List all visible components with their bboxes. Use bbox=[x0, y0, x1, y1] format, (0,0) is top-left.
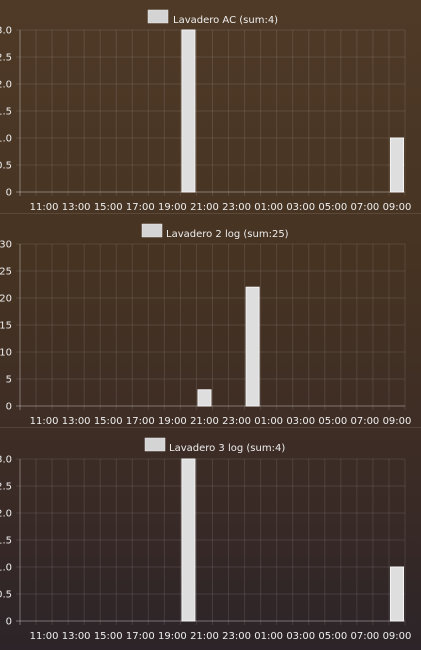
x-tick-label: 07:00 bbox=[350, 416, 379, 427]
x-tick-label: 13:00 bbox=[62, 416, 91, 427]
bar bbox=[197, 389, 212, 407]
legend-swatch bbox=[144, 437, 166, 452]
y-tick-label: 2.5 bbox=[0, 53, 12, 64]
y-tick-label: 10 bbox=[0, 348, 12, 359]
y-tick-label: 15 bbox=[0, 321, 12, 332]
x-tick-label: 19:00 bbox=[158, 202, 187, 213]
x-tick-label: 03:00 bbox=[286, 202, 315, 213]
x-tick-label: 01:00 bbox=[254, 202, 283, 213]
x-tick-label: 07:00 bbox=[350, 202, 379, 213]
y-tick-label: 2.5 bbox=[0, 482, 12, 493]
bar bbox=[181, 29, 196, 193]
y-tick-label: 3.0 bbox=[0, 455, 12, 466]
x-tick-label: 05:00 bbox=[318, 416, 347, 427]
x-tick-label: 09:00 bbox=[383, 631, 412, 642]
chart-title: Lavadero 2 log (sum:25) bbox=[166, 229, 289, 240]
legend-swatch bbox=[141, 223, 163, 238]
x-tick-label: 15:00 bbox=[94, 202, 123, 213]
bar bbox=[389, 566, 405, 622]
x-tick-label: 15:00 bbox=[94, 416, 123, 427]
x-tick-label: 21:00 bbox=[190, 416, 219, 427]
x-tick-label: 13:00 bbox=[62, 202, 91, 213]
y-tick-label: 2.0 bbox=[0, 80, 12, 91]
panel-divider bbox=[0, 427, 421, 428]
x-tick-label: 19:00 bbox=[158, 631, 187, 642]
y-tick-label: 5 bbox=[6, 375, 12, 386]
x-tick-label: 17:00 bbox=[126, 416, 155, 427]
legend-swatch bbox=[147, 9, 169, 24]
x-tick-label: 21:00 bbox=[190, 202, 219, 213]
y-tick-label: 3.0 bbox=[0, 26, 12, 37]
bar bbox=[181, 458, 196, 622]
x-tick-label: 01:00 bbox=[254, 631, 283, 642]
y-tick-label: 20 bbox=[0, 294, 12, 305]
chart-panel-lavadero-2-log: Lavadero 2 log (sum:25) 0 5 10 15 20 25 30 11:00… bbox=[0, 215, 421, 427]
y-tick-label: 0.5 bbox=[0, 590, 12, 601]
x-tick-label: 11:00 bbox=[30, 202, 59, 213]
x-tick-label: 01:00 bbox=[254, 416, 283, 427]
bar bbox=[389, 137, 405, 193]
x-tick-label: 07:00 bbox=[350, 631, 379, 642]
y-tick-label: 25 bbox=[0, 267, 12, 278]
chart-panel-lavadero-ac: Lavadero AC (sum:4) 0 0.5 1.0 1.5 2.0 2.5 3.0 11… bbox=[0, 0, 421, 214]
x-tick-label: 11:00 bbox=[30, 631, 59, 642]
bar bbox=[245, 286, 260, 407]
x-tick-label: 09:00 bbox=[383, 202, 412, 213]
x-tick-label: 13:00 bbox=[62, 631, 91, 642]
y-tick-label: 2.0 bbox=[0, 509, 12, 520]
x-tick-label: 23:00 bbox=[222, 202, 251, 213]
chart-panel-lavadero-3-log: Lavadero 3 log (sum:4) 0 0.5 1.0 1.5 2.0 2.5 3.… bbox=[0, 430, 421, 648]
x-tick-label: 17:00 bbox=[126, 631, 155, 642]
x-tick-label: 05:00 bbox=[318, 202, 347, 213]
panel-divider bbox=[0, 213, 421, 214]
y-tick-label: 0.5 bbox=[0, 161, 12, 172]
x-tick-label: 21:00 bbox=[190, 631, 219, 642]
x-tick-label: 09:00 bbox=[383, 416, 412, 427]
y-tick-label: 1.0 bbox=[0, 134, 12, 145]
y-tick-label: 0 bbox=[6, 402, 12, 413]
x-tick-label: 03:00 bbox=[286, 631, 315, 642]
x-tick-label: 23:00 bbox=[222, 416, 251, 427]
x-tick-label: 23:00 bbox=[222, 631, 251, 642]
x-tick-label: 11:00 bbox=[30, 416, 59, 427]
y-tick-label: 1.5 bbox=[0, 107, 12, 118]
bar-chart: Lavadero AC (sum:4) 0 0.5 1.0 1.5 2.0 2.5 3.0 11… bbox=[0, 9, 412, 213]
y-tick-label: 0 bbox=[6, 617, 12, 628]
x-tick-label: 03:00 bbox=[286, 416, 315, 427]
bar-chart: Lavadero 3 log (sum:4) 0 0.5 1.0 1.5 2.0 2.5 3.… bbox=[0, 437, 412, 642]
x-tick-label: 05:00 bbox=[318, 631, 347, 642]
y-tick-label: 1.5 bbox=[0, 536, 12, 547]
bar-chart: Lavadero 2 log (sum:25) 0 5 10 15 20 25 30 11:00… bbox=[0, 223, 412, 427]
x-tick-label: 17:00 bbox=[126, 202, 155, 213]
chart-title: Lavadero AC (sum:4) bbox=[173, 15, 278, 26]
y-tick-label: 30 bbox=[0, 240, 12, 251]
y-tick-label: 0 bbox=[6, 188, 12, 199]
y-tick-label: 1.0 bbox=[0, 563, 12, 574]
chart-title: Lavadero 3 log (sum:4) bbox=[169, 443, 285, 454]
x-tick-label: 19:00 bbox=[158, 416, 187, 427]
x-tick-label: 15:00 bbox=[94, 631, 123, 642]
